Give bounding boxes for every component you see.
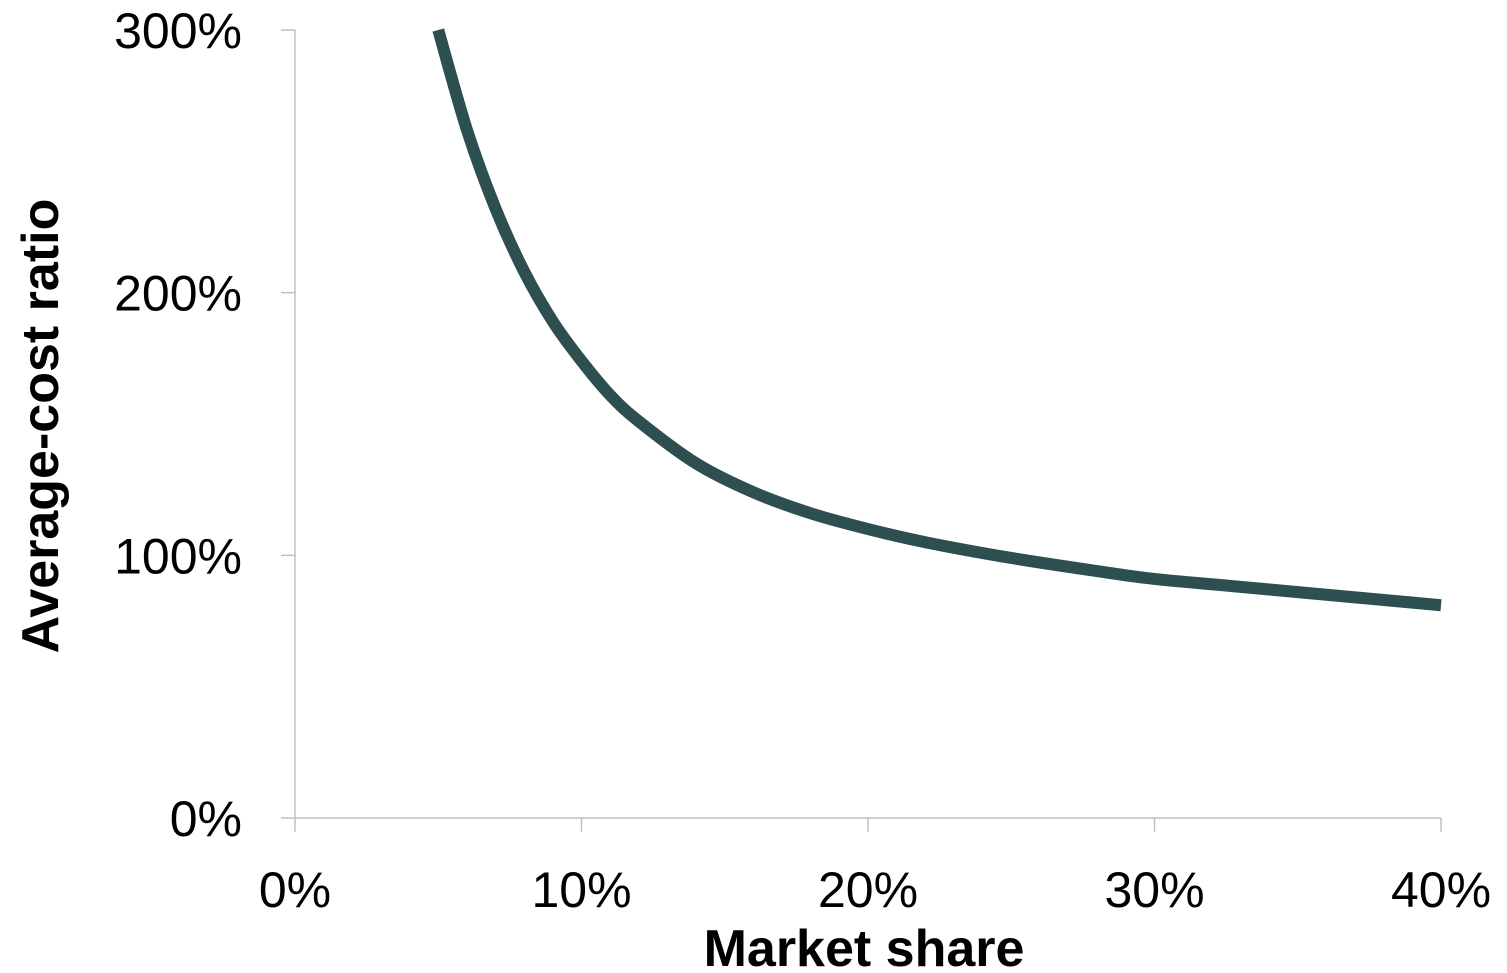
x-axis-title: Market share [704,920,1025,973]
series-line-0 [432,28,1442,612]
x-tick-label: 0% [259,862,331,918]
y-tick-label: 100% [114,528,242,584]
x-tick-label: 40% [1391,862,1491,918]
x-tick-label: 30% [1104,862,1204,918]
series-group [432,28,1442,612]
y-ticks: 0% 100% 200% 300% [114,3,295,847]
x-ticks: 0% 10% 20% 30% 40% [259,818,1491,918]
x-tick-label: 10% [531,862,631,918]
y-axis-title: Average-cost ratio [12,199,70,654]
y-tick-label: 300% [114,3,242,59]
y-tick-label: 200% [114,266,242,322]
x-tick-label: 20% [818,862,918,918]
y-tick-label: 0% [170,791,242,847]
